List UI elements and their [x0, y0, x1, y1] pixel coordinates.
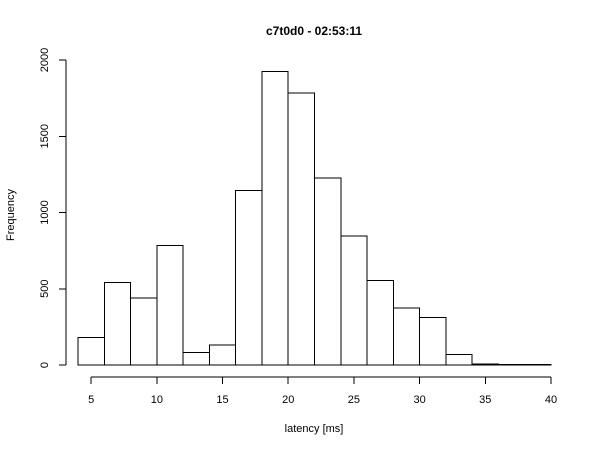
histogram-bar-12 — [366, 279, 394, 366]
y-axis: 0 500 1000 1500 2000 — [39, 48, 67, 368]
y-tick-label: 1000 — [39, 200, 51, 224]
histogram-bar-9 — [287, 92, 316, 366]
histogram-bar-11 — [340, 235, 368, 366]
histogram-bar-13 — [392, 307, 421, 366]
histogram-bar-10 — [314, 177, 342, 366]
x-axis: 5 10 15 20 25 30 35 40 — [88, 376, 557, 406]
histogram-bar-14 — [419, 317, 447, 366]
x-tick-label: 10 — [151, 394, 163, 406]
y-axis-label: Frequency — [5, 189, 17, 241]
x-tick-label: 30 — [413, 394, 425, 406]
x-tick-label: 35 — [479, 394, 491, 406]
histogram-bar-8 — [261, 70, 289, 366]
x-axis-label: latency [ms] — [285, 423, 344, 435]
y-tick-label: 1500 — [39, 124, 51, 148]
histogram-bar-15 — [445, 354, 473, 366]
y-tick-label: 0 — [39, 362, 51, 368]
x-tick-label: 25 — [348, 394, 360, 406]
histogram-bar-7 — [235, 189, 263, 366]
histogram-bar-16 — [471, 363, 499, 366]
x-tick-label: 15 — [216, 394, 228, 406]
y-tick-label: 500 — [39, 280, 51, 298]
histogram-bar-4 — [156, 244, 184, 366]
histogram-bar-1 — [77, 337, 105, 366]
histogram-bar-3 — [130, 297, 158, 366]
x-tick-label: 20 — [282, 394, 294, 406]
y-tick-label: 2000 — [39, 48, 51, 72]
x-tick-label: 40 — [545, 394, 557, 406]
chart-title: c7t0d0 - 02:53:11 — [266, 24, 362, 38]
x-tick-label: 5 — [88, 394, 94, 406]
histogram-bars — [77, 70, 552, 366]
histogram-bar-2 — [103, 282, 132, 366]
histogram-bar-5 — [182, 351, 210, 366]
histogram-bar-6 — [208, 344, 237, 366]
